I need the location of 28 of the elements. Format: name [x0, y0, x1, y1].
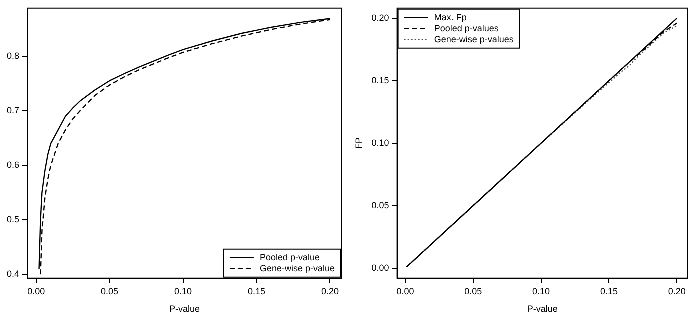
x-tick-label: 0.20 [668, 286, 686, 296]
y-tick-label: 0.05 [372, 200, 390, 210]
legend-label: Gene-wise p-values [434, 34, 514, 44]
y-tick-label: 0.00 [372, 262, 390, 273]
y-tick-label: 0.20 [372, 12, 390, 23]
y-tick-label: 0.10 [372, 138, 390, 148]
x-tick-label: 0.05 [464, 286, 482, 296]
x-tick-label: 0.10 [532, 286, 550, 296]
x-tick-label: 0.00 [28, 286, 46, 296]
y-tick-label: 0.8 [6, 50, 20, 61]
legend-label: Pooled p-value [260, 252, 320, 262]
x-tick-label: 0.15 [248, 286, 266, 296]
x-axis-title: P-value [527, 304, 558, 314]
y-tick-label: 0.6 [6, 160, 20, 170]
y-tick-label: 0.15 [372, 75, 390, 86]
y-tick-label: 0.5 [6, 214, 20, 225]
y-axis-title: FP [354, 138, 364, 150]
x-tick-label: 0.15 [600, 286, 618, 296]
legend-label: Gene-wise p-value [260, 263, 336, 274]
y-tick-label: 0.4 [6, 269, 20, 280]
x-tick-label: 0.10 [174, 286, 192, 296]
x-axis-title: P-value [170, 304, 200, 314]
legend-label: Max. Fp [434, 12, 467, 22]
legend-label: Pooled p-values [434, 23, 500, 34]
y-tick-label: 0.7 [6, 105, 20, 116]
x-tick-label: 0.05 [101, 286, 119, 296]
x-tick-label: 0.00 [396, 286, 414, 296]
x-tick-label: 0.20 [321, 286, 340, 296]
